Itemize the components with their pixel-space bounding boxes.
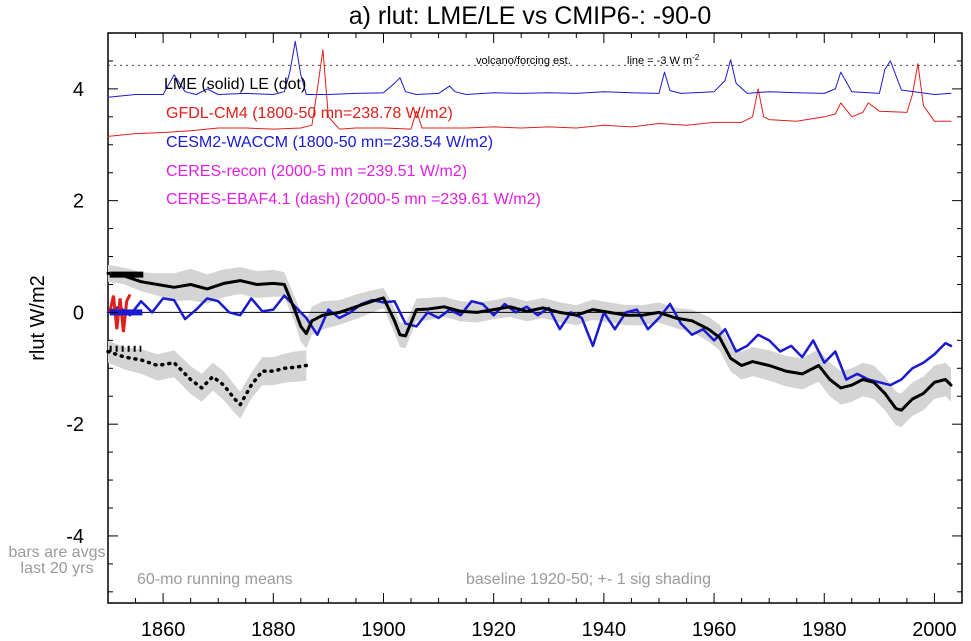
line-note-text: line = -3 W m xyxy=(627,55,692,67)
cesm-avg-bar xyxy=(109,309,143,316)
y-tick-label: 4 xyxy=(73,79,84,101)
cesm-forcing-line xyxy=(107,40,952,98)
legend-cesm: CESM2-WACCM (1800-50 mn=238.54 W/m2) xyxy=(166,134,493,151)
line-note: line = -3 W m-2 xyxy=(627,53,700,67)
x-tick-label: 1920 xyxy=(471,619,516,641)
y-tick-label: 2 xyxy=(73,191,84,213)
x-tick-label: 2000 xyxy=(912,619,957,641)
y-tick-label: -4 xyxy=(66,526,84,548)
bars-note-line2: last 20 yrs xyxy=(21,560,94,577)
baseline-note: baseline 1920-50; +- 1 sig shading xyxy=(466,571,711,588)
axis-ticks: 1860 1880 1900 1920 1940 1960 1980 2000 4 2 0 -2 -4 xyxy=(66,33,963,641)
legend-ceres-ebaf: CERES-EBAF4.1 (dash) (2000-5 mn =239.61 … xyxy=(166,191,541,208)
plot-frame xyxy=(107,32,963,604)
x-tick-label: 1860 xyxy=(141,619,186,641)
bars-note-line1: bars are avgs xyxy=(9,544,106,561)
le-series-line xyxy=(106,349,309,407)
series-lines xyxy=(106,40,953,412)
y-tick-label: 0 xyxy=(73,302,84,324)
x-tick-label: 1880 xyxy=(251,619,296,641)
x-tick-label: 1960 xyxy=(692,619,737,641)
line-note-superscript: -2 xyxy=(692,53,700,62)
volcano-note: volcano/forcing est. xyxy=(476,55,571,67)
gfdl-avg-bar xyxy=(108,293,132,333)
last-20yr-bars xyxy=(108,271,144,352)
y-tick-label: -2 xyxy=(66,414,84,436)
running-mean-note: 60-mo running means xyxy=(137,571,293,588)
shading-bands xyxy=(108,264,951,427)
lme-series-line xyxy=(106,271,953,412)
x-tick-label: 1980 xyxy=(802,619,847,641)
x-tick-label: 1900 xyxy=(361,619,406,641)
legend-ceres-recon: CERES-recon (2000-5 mn =239.51 W/m2) xyxy=(166,163,467,180)
x-tick-label: 1940 xyxy=(582,619,627,641)
legend-gfdl: GFDL-CM4 (1800-50 mn=238.78 W/m2) xyxy=(166,105,453,122)
y-axis-label: rlut W/m2 xyxy=(27,275,49,361)
gfdl-forcing-line xyxy=(107,49,952,137)
legend-lme-le: LME (solid) LE (dot) xyxy=(164,76,306,93)
lme-avg-bar xyxy=(109,271,144,278)
lme-shading xyxy=(108,264,951,427)
chart-title: a) rlut: LME/LE vs CMIP6-: -90-0 xyxy=(349,2,712,30)
le-shading xyxy=(108,340,307,419)
